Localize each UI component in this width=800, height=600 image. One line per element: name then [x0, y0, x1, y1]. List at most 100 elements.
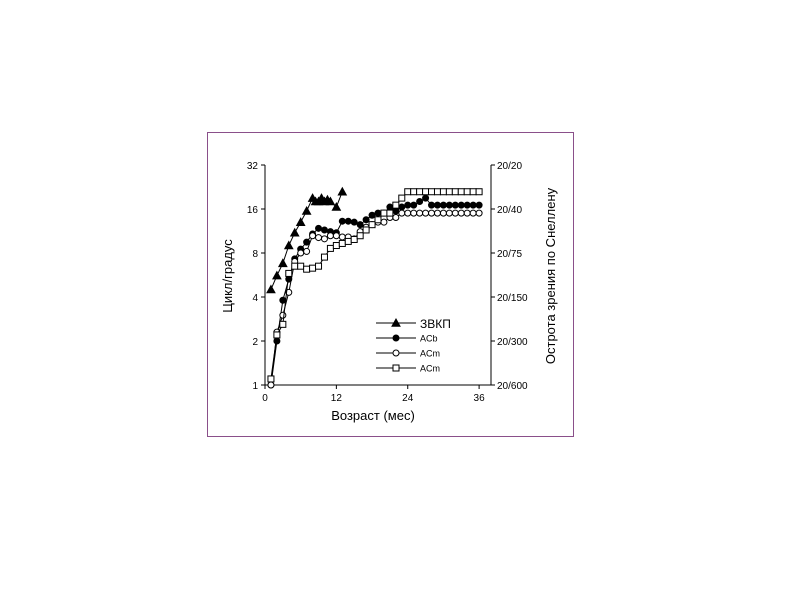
data-point: [267, 375, 275, 383]
data-point: [469, 188, 477, 196]
series-line: [270, 212, 480, 386]
data-point: [320, 235, 328, 243]
data-point: [428, 188, 436, 196]
data-point: [433, 188, 441, 196]
data-point: [416, 198, 424, 206]
series-1: [266, 186, 348, 294]
data-point: [416, 188, 424, 196]
data-point: [295, 217, 306, 226]
series-4: [267, 188, 483, 383]
data-point: [289, 227, 300, 237]
data-point: [380, 209, 388, 217]
data-point: [315, 224, 323, 232]
axes: 1248163220/60020/30020/15020/7520/4020/2…: [247, 161, 528, 404]
legend-marker: [392, 334, 400, 342]
data-point: [303, 265, 311, 273]
y2-tick-label: 20/300: [497, 337, 528, 348]
data-point: [410, 209, 418, 217]
data-point: [404, 209, 412, 217]
data-point: [344, 217, 352, 225]
data-point: [392, 213, 400, 221]
data-point: [422, 194, 430, 202]
data-point: [273, 331, 281, 339]
data-point: [332, 242, 340, 250]
legend-marker: [392, 349, 400, 357]
data-point: [309, 264, 317, 272]
data-point: [463, 209, 471, 217]
y2-tick-label: 20/75: [497, 249, 522, 260]
data-point: [285, 269, 293, 277]
data-point: [422, 188, 430, 196]
x-tick-label: 24: [402, 393, 414, 404]
data-point: [285, 288, 293, 296]
data-point: [332, 232, 340, 240]
series-layer: [266, 186, 483, 389]
data-point: [469, 201, 477, 209]
data-point: [457, 209, 465, 217]
data-point: [362, 216, 370, 224]
data-point: [475, 188, 483, 196]
y2-tick-label: 20/20: [497, 161, 522, 172]
data-point: [392, 207, 400, 215]
data-point: [451, 209, 459, 217]
data-point: [315, 262, 323, 270]
data-point: [416, 209, 424, 217]
data-point: [267, 381, 275, 389]
data-point: [475, 209, 483, 217]
data-point: [303, 247, 311, 255]
data-point: [338, 233, 346, 241]
data-point: [297, 262, 305, 270]
data-point: [326, 244, 334, 252]
data-point: [356, 221, 364, 229]
data-point: [272, 270, 282, 280]
data-point: [398, 209, 406, 217]
data-point: [463, 201, 471, 209]
data-point: [410, 201, 418, 209]
data-point: [451, 188, 459, 196]
data-point: [433, 209, 441, 217]
data-point: [279, 320, 287, 328]
data-point: [398, 203, 406, 211]
data-point: [475, 201, 483, 209]
data-point: [344, 237, 352, 245]
data-point: [457, 188, 465, 196]
data-point: [331, 202, 342, 211]
data-point: [374, 209, 382, 217]
data-point: [445, 188, 453, 196]
data-point: [326, 232, 334, 240]
data-point: [337, 186, 348, 196]
y2-axis-label: Острота зрения по Снеллену: [543, 187, 558, 364]
data-point: [428, 209, 436, 217]
x-tick-label: 0: [262, 393, 268, 404]
data-point: [392, 201, 400, 209]
x-tick-label: 12: [331, 393, 343, 404]
x-tick-label: 36: [474, 393, 486, 404]
data-point: [439, 201, 447, 209]
legend-marker: [391, 317, 401, 327]
data-point: [291, 262, 299, 270]
data-point: [325, 196, 336, 206]
data-point: [445, 201, 453, 209]
data-point: [380, 218, 388, 226]
data-point: [451, 201, 459, 209]
data-point: [301, 205, 312, 215]
data-point: [445, 209, 453, 217]
data-point: [469, 209, 477, 217]
y-axis-label: Цикл/градус: [220, 239, 235, 313]
legend-label: ACm: [420, 364, 440, 374]
y-tick-label: 8: [252, 249, 258, 260]
data-point: [273, 337, 281, 345]
data-point: [457, 201, 465, 209]
data-point: [277, 258, 288, 268]
data-point: [439, 209, 447, 217]
y2-tick-label: 20/150: [497, 293, 528, 304]
data-point: [338, 239, 346, 247]
data-point: [303, 238, 311, 246]
y-tick-label: 32: [247, 161, 259, 172]
data-point: [279, 311, 287, 319]
data-point: [320, 226, 328, 234]
y2-tick-label: 20/600: [497, 381, 528, 392]
data-point: [368, 211, 376, 219]
data-point: [297, 249, 305, 257]
data-point: [439, 188, 447, 196]
